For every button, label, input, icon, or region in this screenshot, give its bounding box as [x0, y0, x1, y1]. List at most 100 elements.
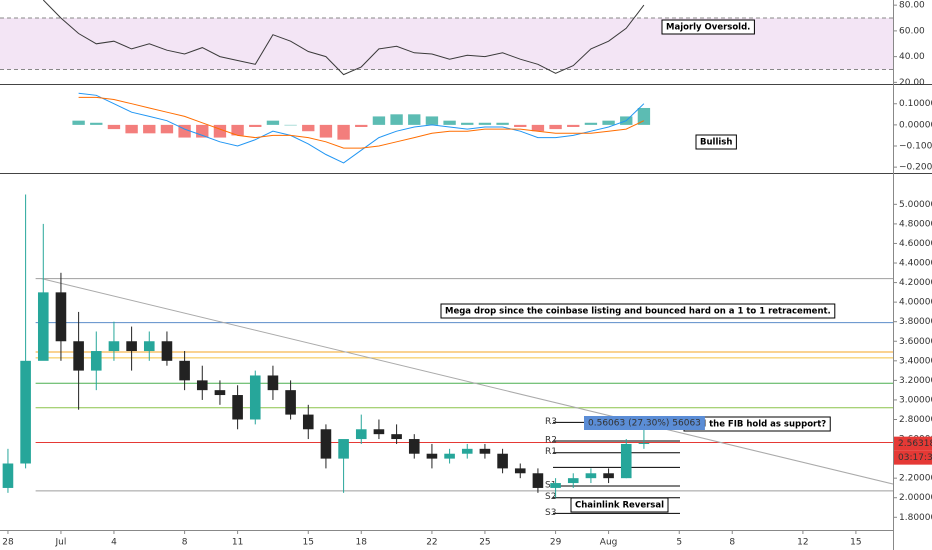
x-tick-label: 8 [182, 538, 188, 548]
y-tick-label: 2.80000 [899, 415, 932, 425]
candle-body [550, 483, 561, 488]
x-tick-label: 25 [479, 538, 490, 548]
histogram-bar [302, 124, 315, 132]
y-tick-label: 4.60000 [899, 239, 932, 249]
candle-body [179, 360, 190, 381]
x-tick-label: 18 [356, 538, 368, 548]
candle-body [426, 453, 438, 459]
candle-body [126, 341, 137, 352]
histogram-bar [372, 116, 386, 125]
histogram-bar [531, 124, 545, 132]
histogram-bar [249, 124, 262, 127]
candle-body [479, 448, 491, 454]
x-tick-label: 11 [232, 538, 243, 548]
y-tick-label: 3.40000 [899, 356, 932, 366]
candle-body [620, 443, 632, 479]
histogram-bar [284, 124, 297, 126]
histogram-bar [602, 120, 615, 125]
y-tick-label: 4.80000 [899, 219, 932, 229]
candle-body [108, 341, 120, 352]
x-tick-label: 28 [2, 538, 14, 548]
histogram-bar [266, 120, 280, 125]
annotation: Will the FIB hold as support? [688, 420, 826, 430]
candle-body [603, 473, 614, 479]
candle-body [320, 429, 332, 459]
y-tick-label: 1.80000 [899, 513, 932, 523]
histogram-bar [355, 124, 368, 127]
candle-body [214, 390, 226, 396]
histogram-bar [160, 124, 174, 134]
x-tick-label: 29 [550, 538, 562, 548]
pivot-label: S3 [545, 508, 556, 518]
last-price-box [894, 436, 932, 451]
y-tick-label: −0.10000 [899, 142, 932, 152]
histogram-bar [514, 124, 527, 127]
candle-body [532, 473, 544, 488]
y-tick-label: 2.20000 [899, 474, 932, 484]
histogram-bar [213, 124, 227, 138]
annotation-box [440, 303, 836, 319]
y-tick-label: 60.00 [899, 26, 925, 36]
macd-line [78, 96, 645, 149]
x-tick-label: 5 [676, 538, 682, 548]
x-tick-label: 22 [426, 538, 437, 548]
histogram-bar [478, 122, 492, 125]
histogram-bar [90, 122, 103, 125]
measure-label: 0.56063 (27.30%) 56063 [588, 419, 701, 429]
pivot-label: R2 [545, 436, 557, 446]
histogram-bar [549, 124, 562, 130]
candle-body [73, 341, 84, 371]
candle-body [20, 360, 31, 464]
pivot-label: S2 [545, 492, 556, 502]
y-tick-label: 3.20000 [899, 376, 932, 386]
countdown-box [894, 450, 932, 465]
pivot-label: R3 [545, 417, 557, 427]
histogram-bar [425, 116, 439, 125]
histogram-bar [637, 107, 651, 125]
candle-body [408, 439, 420, 454]
x-tick-label: 4 [111, 538, 117, 548]
candle-body [461, 448, 473, 454]
histogram-bar [443, 120, 456, 125]
last-price-label: 2.56318 [898, 439, 932, 449]
x-tick-label: Jul [55, 538, 67, 548]
annotation-box [570, 497, 669, 513]
histogram-bar [125, 124, 138, 134]
candle-body [90, 351, 102, 371]
x-tick-label: 8 [729, 538, 735, 548]
candle-body [638, 442, 650, 444]
candle-body [338, 439, 349, 459]
annotation: Mega drop since the coinbase listing and… [445, 307, 831, 317]
y-tick-label: 3.80000 [899, 317, 932, 327]
y-tick-label: 80.00 [899, 1, 925, 11]
pivot-label: R1 [545, 447, 557, 457]
y-tick-label: 4.20000 [899, 278, 932, 288]
x-tick-label: Aug [600, 538, 618, 548]
histogram-bar [461, 122, 474, 125]
y-tick-label: 40.00 [899, 52, 925, 62]
candle-body [514, 468, 526, 474]
rsi-line [42, 0, 645, 76]
candle-body [267, 375, 279, 391]
x-tick-label: 15 [850, 538, 861, 548]
candle-body [232, 395, 243, 420]
y-tick-label: 3.60000 [899, 337, 932, 347]
candle-body [37, 292, 49, 361]
candle-body [567, 478, 579, 484]
trendline [41, 278, 894, 485]
histogram-bar [143, 124, 156, 134]
countdown-label: 03:17:38 [898, 453, 932, 463]
candle-body [302, 414, 314, 430]
histogram-bar [319, 124, 333, 138]
histogram-bar [390, 114, 403, 125]
measure-box [584, 416, 705, 430]
x-tick-label: 12 [797, 538, 808, 548]
annotation-box [695, 134, 737, 150]
annotation: Majorly Oversold. [666, 23, 750, 33]
